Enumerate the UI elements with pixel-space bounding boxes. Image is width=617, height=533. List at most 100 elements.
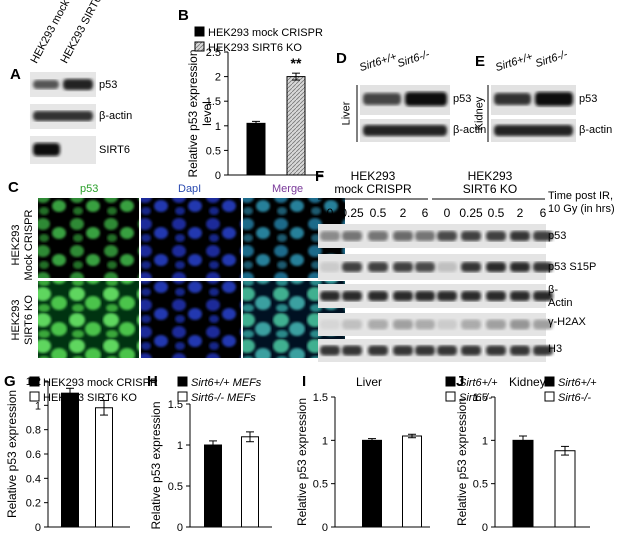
y-tick-label: 2.5 [206,47,221,59]
y-tick-label: 0 [322,522,328,533]
blot-band [510,231,530,241]
panel-letter: B [178,7,189,24]
tissue-label: Liver [340,101,353,126]
row-label: β-actin [99,110,133,122]
legend-label: Sirt6-/- MEFs [191,392,256,404]
time-label: 0.5 [369,206,387,220]
time-label: 6 [421,206,429,220]
chart-title: Liver [356,375,382,389]
blot-band [533,291,553,301]
y-tick-label: 0 [215,170,221,182]
bar [402,435,422,528]
row-label: H3 [548,343,562,356]
row-label-line: p53 S15P [548,261,597,273]
panel-letter: G [4,373,16,390]
blot-a [30,72,96,164]
bar [204,444,222,528]
time-label: 2 [399,206,407,220]
group-label: HEK293 SIRT6 KO [440,170,540,196]
blot-band [393,319,413,330]
panel-letter: E [475,53,486,70]
blot-band [486,231,506,241]
y-tick-label: 0 [482,522,488,533]
y-tick-label: 1.5 [313,392,328,404]
y-tick-label: 2 [215,72,221,84]
y-tick-label: 0.5 [206,145,221,157]
row-label-line: H3 [548,343,563,355]
y-axis-label: Relative p53 expression [5,390,19,518]
blot-band [393,231,413,241]
y-axis-label: Relative p53 expression [186,49,200,177]
time-label: 6 [539,206,547,220]
legend-swatch [445,376,456,387]
bar [362,439,382,528]
blot-band [486,291,506,301]
panel-letter: I [302,373,306,390]
legend-label: HEK293 mock CRISPR [208,27,323,39]
blot-band [368,262,388,272]
microscopy [38,198,345,358]
blot-band [437,319,457,330]
time-label: 0 [326,206,334,220]
panel-letter: F [315,168,325,185]
panel-letter: D [336,50,347,67]
row-label-line: γ-H2AX [548,316,586,328]
panel-letter: C [8,179,19,196]
tissue-label: Kidney [473,96,486,131]
blot-band [510,345,530,356]
time-label: 0.5 [487,206,505,220]
bar [286,76,306,176]
row-label: β-actin [453,124,487,136]
time-label: 2 [516,206,524,220]
group-label-line: HEK293 [467,169,513,183]
legend-swatch [29,391,40,402]
row-label: p53 [99,79,118,91]
legend-swatch [544,391,555,402]
row-label: β- Actin [548,284,572,310]
blot-e [487,85,576,142]
time-label: 0 [443,206,451,220]
y-tick-label: 1 [35,400,41,412]
error-bar [561,445,569,456]
blot-band [320,319,340,330]
blot-d [356,85,450,142]
bar [241,436,259,528]
blot-band [415,291,435,301]
legend-label: Sirt6+/+ [459,377,498,389]
legend-swatch [194,26,205,37]
blot-band [461,291,481,301]
error-bar [100,399,108,416]
row-label: p53 S15P [548,261,596,274]
blot-band [415,262,435,272]
error-bar [408,433,416,439]
row-label-line: Actin [548,297,573,309]
blot-band [320,291,340,301]
group-label: HEK293 mock CRISPR [323,170,423,196]
legend-label: HEK293 mock CRISPR [43,377,158,389]
blot-band [320,345,340,356]
bar [95,407,113,528]
bar [61,392,79,528]
row-label: p53 [548,230,566,243]
y-tick-label: 0 [177,522,183,533]
blot-band [368,319,388,330]
y-tick-label: 1.5 [206,96,221,108]
blot-band [461,319,481,330]
blot-band [368,345,388,356]
y-tick-label: 0.6 [26,449,41,461]
blot-band [393,291,413,301]
blot-band [415,231,435,241]
blot-band [510,262,530,272]
legend-swatch [29,376,40,387]
legend-label: HEK293 SIRT6 KO [43,392,137,404]
row-label: γ-H2AX [548,316,586,329]
legend-label: HEK293 SIRT6 KO [208,42,302,54]
error-bar [252,120,260,126]
blot-band [510,319,530,330]
y-tick-label: 1.5 [168,399,183,411]
time-header-line: Time post IR, [548,190,613,202]
panel-letter: J [456,373,464,390]
error-bar [209,440,217,450]
